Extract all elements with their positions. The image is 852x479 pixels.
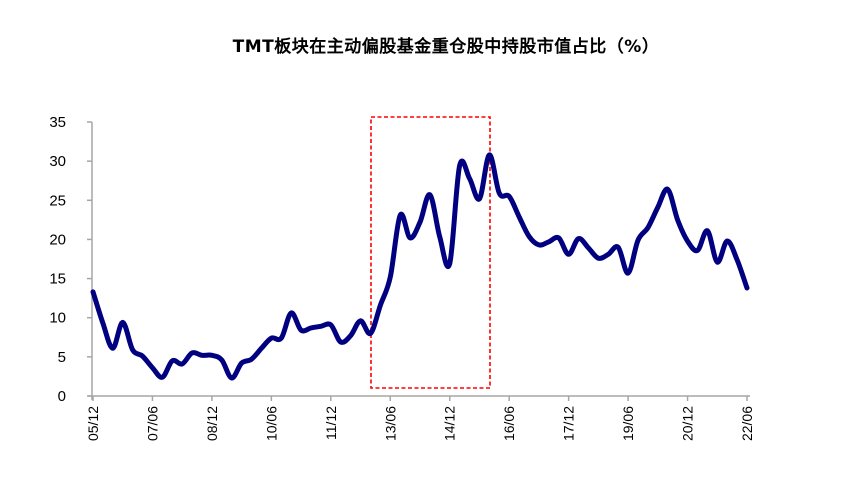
y-tick-label: 5 [58, 349, 66, 366]
y-tick-label: 35 [49, 114, 66, 131]
x-tick-label: 16/06 [501, 406, 517, 441]
x-axis: 05/12 07/06 08/12 10/06 11/12 13/06 14/12 16/06… [85, 395, 755, 441]
x-tick-label: 08/12 [204, 406, 220, 441]
x-tick-label: 13/06 [382, 406, 398, 441]
y-tick-label: 0 [58, 388, 66, 405]
data-line [90, 152, 750, 381]
x-tick-label: 19/06 [620, 406, 636, 441]
chart-title: TMT板块在主动偏股基金重仓股中持股市值占比（%） [232, 37, 660, 57]
x-tick-label: 17/12 [561, 406, 577, 441]
y-tick-label: 20 [49, 231, 66, 248]
y-axis: 0 5 10 15 20 25 30 35 [49, 114, 93, 405]
y-tick-label: 30 [49, 153, 66, 170]
x-tick-label: 22/06 [739, 406, 755, 441]
x-tick-label: 07/06 [144, 406, 160, 441]
x-tick-label: 14/12 [442, 406, 458, 441]
x-tick-label: 05/12 [85, 406, 101, 441]
highlight-box [370, 116, 491, 389]
x-tick-label: 11/12 [323, 406, 339, 440]
y-tick-label: 15 [49, 271, 66, 288]
x-tick-label: 20/12 [680, 406, 696, 441]
y-tick-label: 10 [49, 310, 66, 327]
x-tick-label: 10/06 [263, 406, 279, 441]
y-tick-label: 25 [49, 192, 66, 209]
